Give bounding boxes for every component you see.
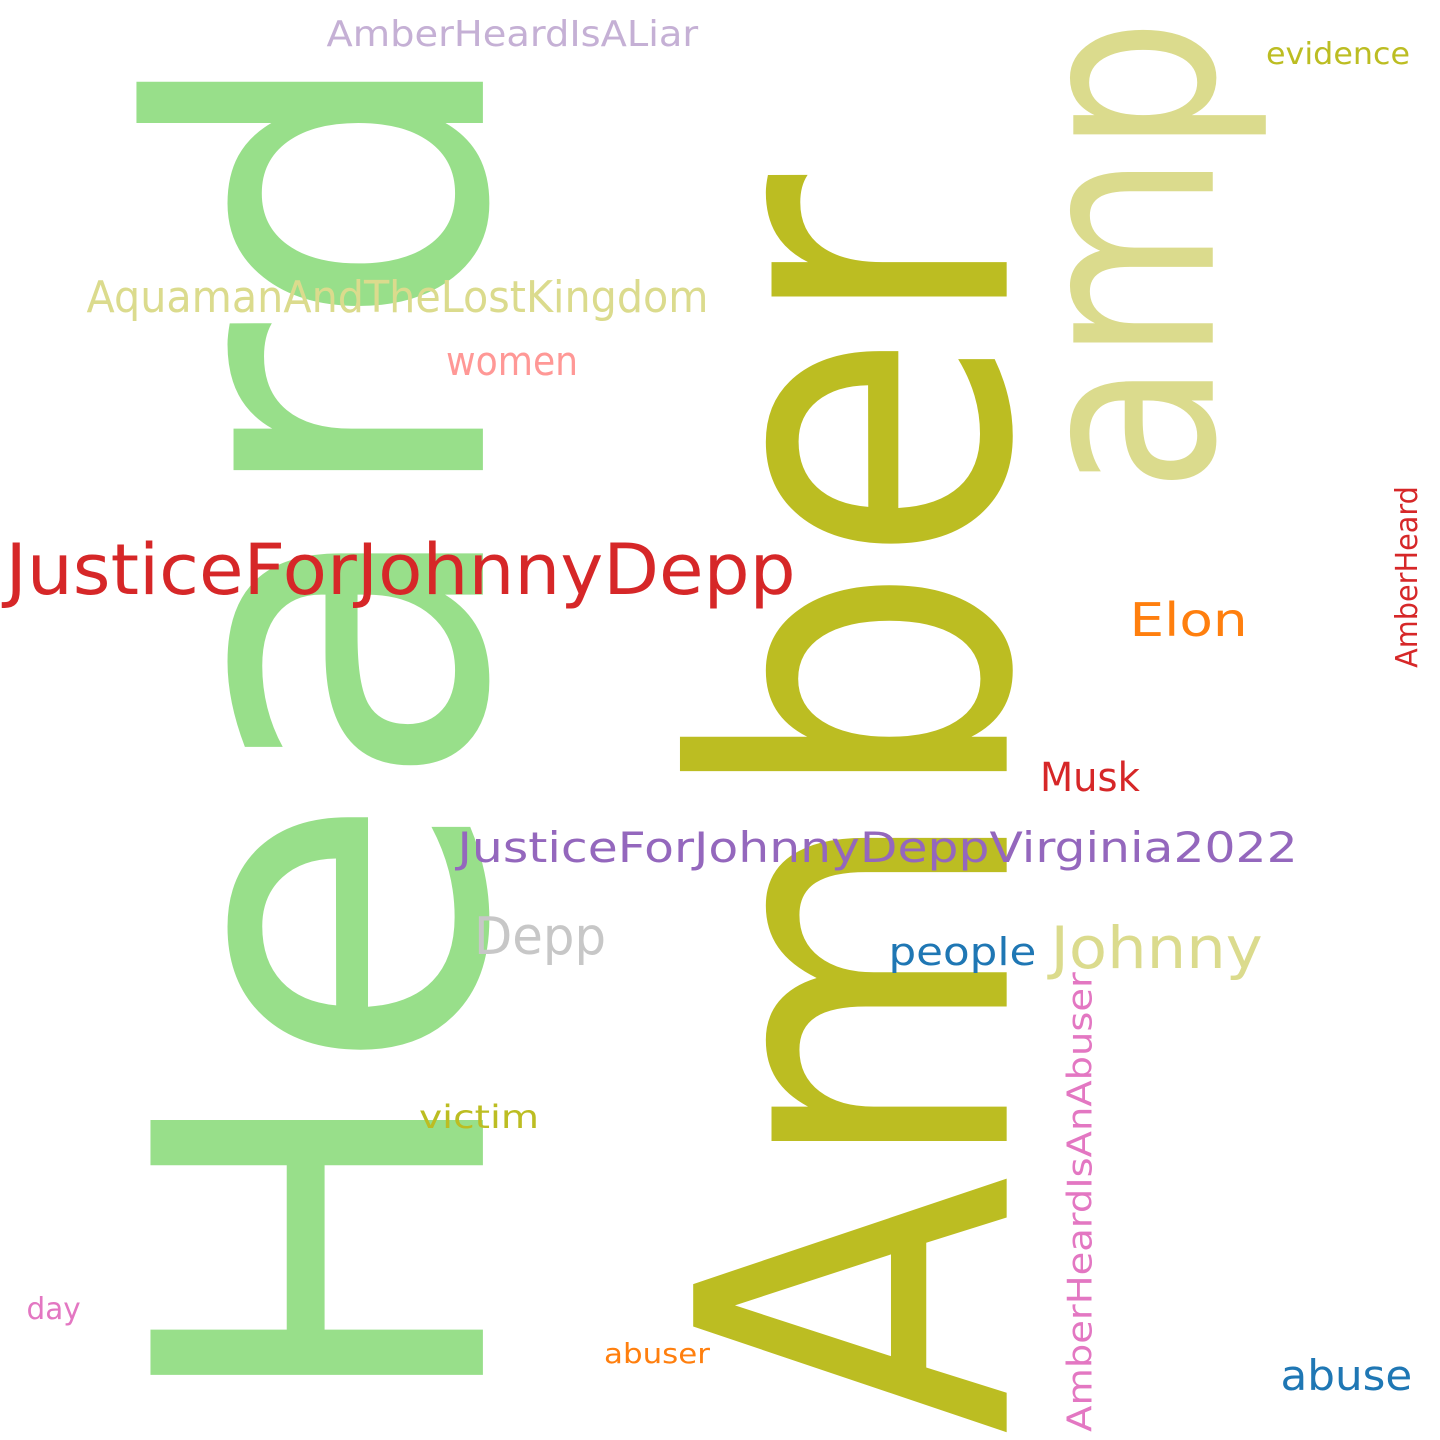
word-aquaman-and-the-lost-kingdom: AquamanAndTheLostKingdom (85, 272, 709, 323)
word-elon: Elon (1128, 593, 1248, 647)
word-amber-heard: AmberHeard (1389, 486, 1425, 668)
word-people: people (888, 930, 1036, 974)
word-amber-heard-is-a-liar: AmberHeardIsALiar (326, 14, 698, 55)
word-depp: Depp (474, 907, 607, 967)
word-evidence: evidence (1266, 37, 1411, 72)
word-amber-heard-is-an-abuser: AmberHeardIsAnAbuser (1059, 972, 1100, 1432)
word-musk: Musk (1039, 755, 1140, 801)
word-justice-for-johnny-depp: JusticeForJohnnyDepp (4, 529, 796, 611)
word-heard: Heard (59, 40, 591, 1420)
word-abuser: abuser (603, 1337, 711, 1370)
word-abuse: abuse (1280, 1351, 1412, 1400)
word-johnny: Johnny (1049, 914, 1263, 982)
word-amp: amp (976, 17, 1274, 493)
word-women: women (446, 339, 579, 385)
word-day: day (26, 1292, 81, 1327)
word-victim: victim (418, 1098, 540, 1136)
word-justice-for-johnny-depp-virginia-2022: JusticeForJohnnyDeppVirginia2022 (456, 823, 1298, 872)
